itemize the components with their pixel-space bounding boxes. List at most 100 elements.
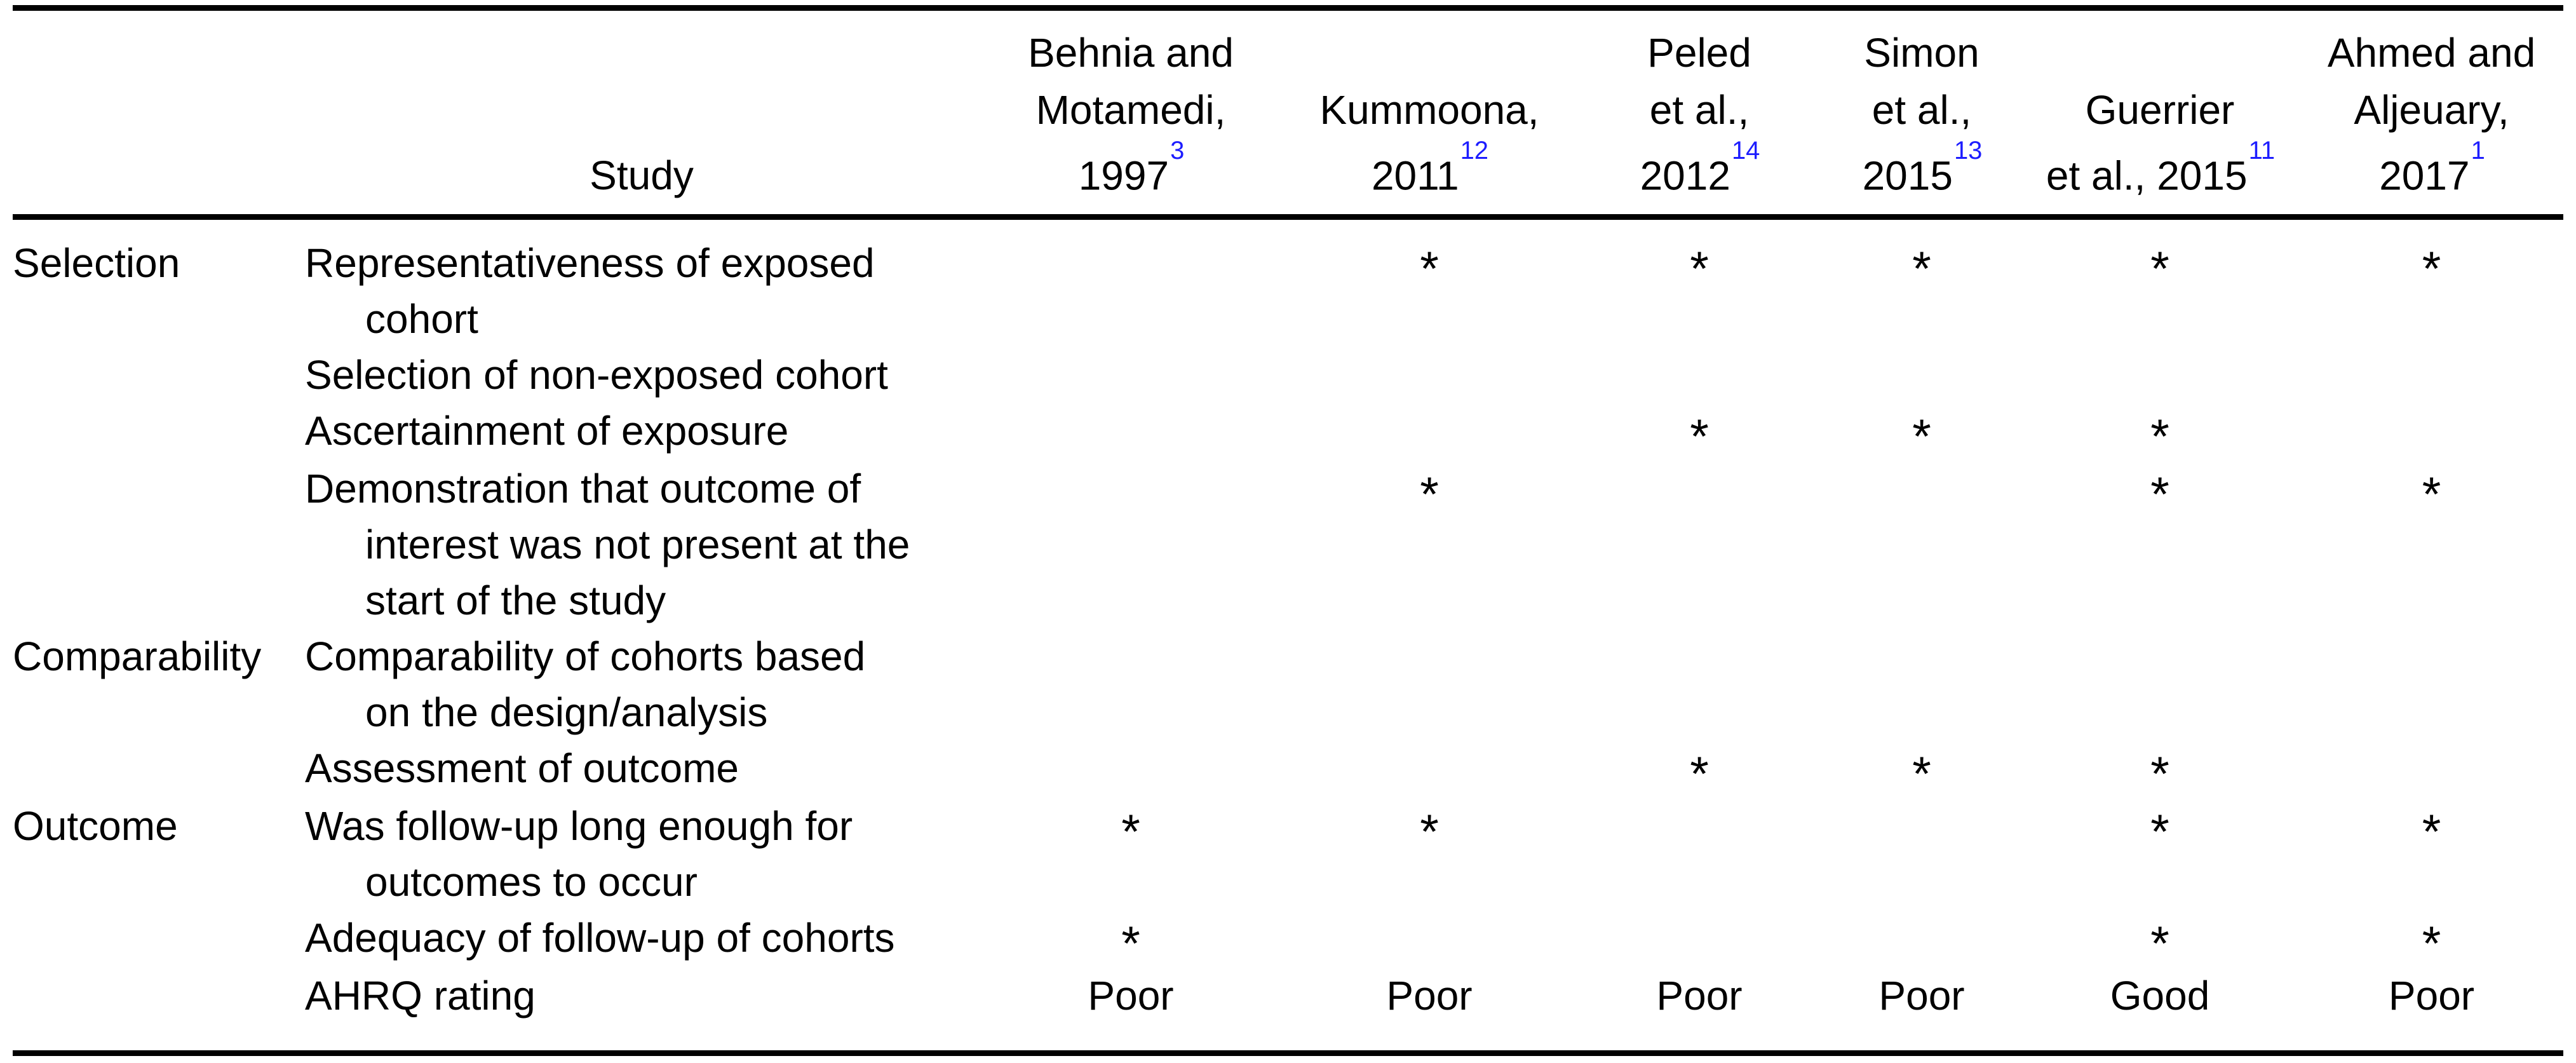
column-header-year-line: et al., 201511 [2020,136,2300,204]
star-mark: * [1690,747,1709,801]
star-mark: * [1690,410,1709,464]
mark-cell-guerrier-2015: * [2020,235,2300,296]
criterion-line: Was follow-up long enough for [305,803,853,849]
star-mark: * [2150,468,2169,522]
mark-cell-guerrier-2015: * [2020,403,2300,464]
mark-cell-ahmed-aljeuary-2017: Poor [2300,968,2563,1024]
criterion-line: Representativeness of exposed [305,240,875,286]
criterion-line: interest was not present at the [365,522,910,567]
column-header-guerrier-2015: Guerrier et al., 201511 [2020,81,2300,214]
table-row-ascertainment-of-exposure: Ascertainment of exposure * * * [13,403,2563,464]
criterion-line: Assessment of outcome [305,745,739,791]
column-header-line: Motamedi, [1035,86,1226,133]
rating-value: Poor [1386,973,1473,1019]
column-header-line: Kummoona, [1319,86,1539,133]
column-header-year: 1997 [1078,152,1170,198]
star-mark: * [1420,805,1439,859]
citation-ref-12[interactable]: 12 [1460,136,1489,165]
rating-value: Poor [1088,973,1174,1019]
column-header-year-line: 201513 [1823,136,2020,204]
column-header-year-line: 201112 [1283,136,1575,204]
column-header-line: Ahmed and [2327,29,2536,76]
table-header-row: Study Behnia and Motamedi, 19973 Kummoona, 2… [13,11,2563,214]
mark-cell-ahmed-aljeuary-2017: * [2300,910,2563,971]
star-mark: * [1912,747,1931,801]
star-mark: * [2150,917,2169,971]
star-mark: * [1690,242,1709,296]
column-header-year-line: 20171 [2300,136,2563,204]
mark-cell-kummoona-2011: * [1283,461,1575,522]
criterion-label: Was follow-up long enough for outcomes to… [305,798,978,910]
table-row-ahrq-rating: AHRQ rating Poor Poor Poor Poor Good Poor [13,968,2563,1024]
mark-cell-simon-2015: * [1823,740,2020,801]
column-header-year: et al., 2015 [2046,152,2248,198]
star-mark: * [2422,242,2441,296]
table-row-assessment-of-outcome: Assessment of outcome * * * [13,740,2563,801]
mark-cell-guerrier-2015: * [2020,910,2300,971]
star-mark: * [2422,917,2441,971]
criterion-label: Demonstration that outcome of interest wa… [305,461,978,628]
column-header-line: et al., [1871,86,1972,133]
star-mark: * [1420,468,1439,522]
rating-value: Good [2110,973,2210,1019]
mark-cell-guerrier-2015: * [2020,798,2300,859]
criterion-line: AHRQ rating [305,973,536,1019]
row-category: Selection [13,235,305,291]
table-row-representativeness-exposed-cohort: Selection Representativeness of exposed co… [13,235,2563,347]
mark-cell-ahmed-aljeuary-2017: * [2300,798,2563,859]
table-row-adequacy-of-follow-up: Adequacy of follow-up of cohorts * * * [13,910,2563,971]
criterion-line: Ascertainment of exposure [305,408,789,454]
mark-cell-behnia-motamedi-1997: * [978,798,1283,859]
criterion-label: Adequacy of follow-up of cohorts [305,910,978,968]
star-mark: * [1912,410,1931,464]
column-header-simon-2015: Simon et al., 201513 [1823,24,2020,214]
mark-cell-kummoona-2011: * [1283,235,1575,296]
study-column-header: Study [305,147,978,214]
mark-cell-peled-2012: * [1575,235,1823,296]
table-row-comparability-of-cohorts: Comparability Comparability of cohorts ba… [13,628,2563,740]
column-header-year-line: 201214 [1575,136,1823,204]
mark-cell-behnia-motamedi-1997: * [978,910,1283,971]
column-header-year: 2015 [1862,152,1953,198]
row-category: Outcome [13,798,305,854]
citation-ref-1[interactable]: 1 [2471,136,2485,165]
star-mark: * [1912,242,1931,296]
column-header-behnia-motamedi-1997: Behnia and Motamedi, 19973 [978,24,1283,214]
mark-cell-behnia-motamedi-1997: Poor [978,968,1283,1024]
star-mark: * [1121,917,1140,971]
row-category: Comparability [13,628,305,684]
mark-cell-peled-2012: Poor [1575,968,1823,1024]
star-mark: * [2422,468,2441,522]
criterion-label: AHRQ rating [305,968,978,1024]
citation-ref-3[interactable]: 3 [1170,136,1185,165]
star-mark: * [1121,805,1140,859]
criterion-label: Representativeness of exposed cohort [305,235,978,347]
citation-ref-14[interactable]: 14 [1731,136,1760,165]
column-header-year: 2012 [1640,152,1730,198]
star-mark: * [2150,805,2169,859]
citation-ref-13[interactable]: 13 [1953,136,1983,165]
table-row-demonstration-outcome-not-present: Demonstration that outcome of interest wa… [13,461,2563,628]
star-mark: * [2150,747,2169,801]
mark-cell-peled-2012: * [1575,740,1823,801]
mark-cell-ahmed-aljeuary-2017: * [2300,235,2563,296]
criterion-line: Selection of non-exposed cohort [305,352,888,398]
star-mark: * [2422,805,2441,859]
rating-value: Poor [1656,973,1743,1019]
column-header-year: 2017 [2379,152,2470,198]
column-header-year-line: 19973 [978,136,1283,204]
citation-ref-11[interactable]: 11 [2248,136,2276,165]
study-header-label: Study [590,152,694,198]
star-mark: * [2150,410,2169,464]
criterion-line: on the design/analysis [365,689,768,735]
mark-cell-kummoona-2011: * [1283,798,1575,859]
mark-cell-simon-2015: * [1823,235,2020,296]
mark-cell-simon-2015: Poor [1823,968,2020,1024]
row-category-label: Selection [13,240,180,286]
criterion-line: cohort [365,296,478,342]
table-header-rule [13,214,2563,220]
criterion-label: Ascertainment of exposure [305,403,978,461]
mark-cell-peled-2012: * [1575,403,1823,464]
column-header-line: Guerrier [2085,86,2235,133]
